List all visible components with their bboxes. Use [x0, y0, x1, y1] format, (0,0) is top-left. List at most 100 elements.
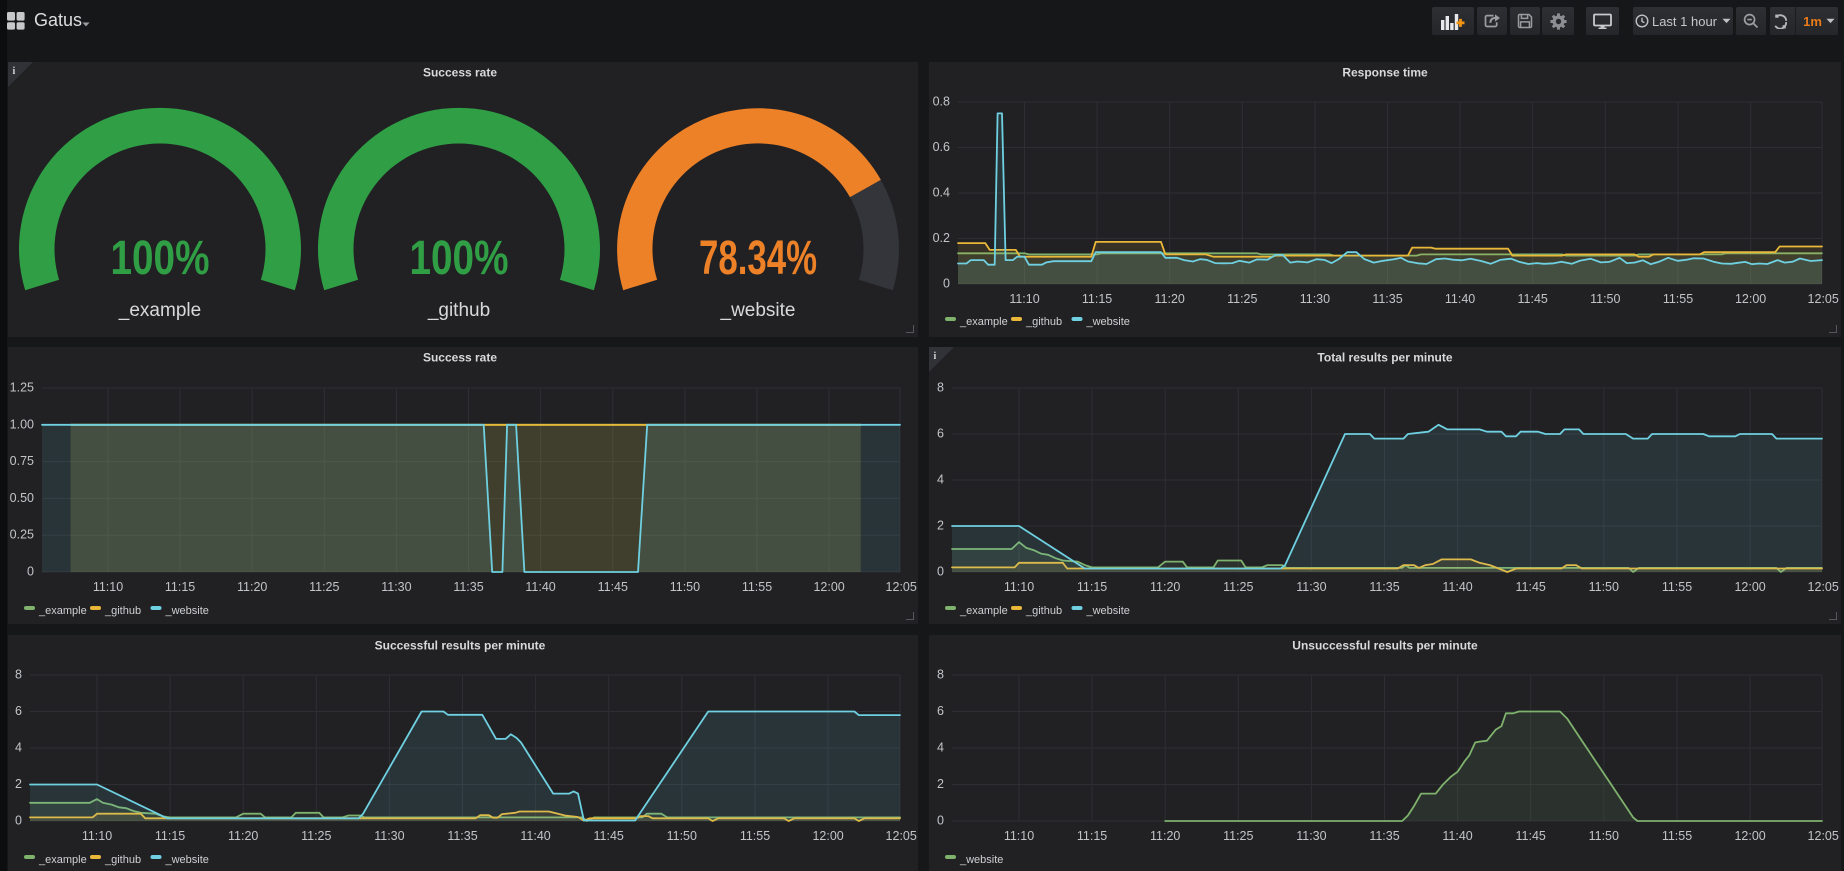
svg-text:12:00: 12:00: [1735, 292, 1766, 306]
svg-text:1.00: 1.00: [10, 417, 34, 431]
svg-text:6: 6: [937, 704, 944, 718]
svg-text:11:30: 11:30: [1300, 292, 1330, 306]
svg-text:12:05: 12:05: [886, 580, 917, 594]
svg-text:1.25: 1.25: [10, 381, 34, 395]
svg-text:11:45: 11:45: [1518, 292, 1548, 306]
svg-text:Success rate: Success rate: [423, 66, 497, 80]
svg-text:11:20: 11:20: [1150, 580, 1180, 594]
svg-text:_example: _example: [959, 605, 1008, 617]
svg-text:78.34%: 78.34%: [699, 232, 817, 285]
svg-text:11:25: 11:25: [309, 580, 339, 594]
svg-text:Unsuccessful results per minut: Unsuccessful results per minute: [1292, 639, 1478, 653]
svg-text:11:15: 11:15: [165, 580, 195, 594]
svg-text:11:25: 11:25: [301, 829, 331, 843]
svg-text:100%: 100%: [410, 232, 509, 285]
svg-text:0.75: 0.75: [10, 454, 34, 468]
svg-text:11:50: 11:50: [1590, 292, 1620, 306]
svg-text:12:05: 12:05: [886, 829, 917, 843]
svg-text:11:10: 11:10: [1009, 292, 1039, 306]
svg-text:11:35: 11:35: [1372, 292, 1402, 306]
svg-text:11:50: 11:50: [667, 829, 697, 843]
svg-text:8: 8: [937, 381, 944, 395]
svg-text:0: 0: [937, 814, 944, 828]
svg-text:12:00: 12:00: [1734, 829, 1765, 843]
svg-text:11:40: 11:40: [1442, 829, 1472, 843]
svg-text:12:00: 12:00: [812, 829, 843, 843]
svg-text:0: 0: [27, 565, 34, 579]
svg-text:11:35: 11:35: [1369, 829, 1399, 843]
svg-text:11:20: 11:20: [1150, 829, 1180, 843]
svg-text:8: 8: [15, 668, 22, 682]
svg-text:12:00: 12:00: [813, 580, 844, 594]
svg-text:_website: _website: [1086, 605, 1130, 617]
svg-text:11:15: 11:15: [155, 829, 185, 843]
svg-text:11:25: 11:25: [1223, 829, 1253, 843]
svg-text:_example: _example: [38, 605, 87, 617]
svg-text:Response time: Response time: [1342, 66, 1428, 80]
svg-text:Total results per minute: Total results per minute: [1317, 351, 1452, 365]
svg-text:Success rate: Success rate: [423, 351, 497, 365]
svg-text:11:50: 11:50: [1589, 829, 1619, 843]
svg-text:11:10: 11:10: [93, 580, 123, 594]
svg-text:0.6: 0.6: [933, 140, 950, 154]
svg-text:11:10: 11:10: [1004, 580, 1034, 594]
svg-text:_github: _github: [427, 300, 490, 321]
svg-text:11:45: 11:45: [594, 829, 624, 843]
svg-text:2: 2: [937, 777, 944, 791]
svg-text:_example: _example: [959, 316, 1008, 328]
svg-text:4: 4: [937, 741, 944, 755]
svg-text:i: i: [934, 351, 937, 362]
svg-text:11:55: 11:55: [1662, 829, 1692, 843]
svg-text:_example: _example: [38, 854, 87, 866]
svg-text:i: i: [13, 66, 16, 77]
svg-text:11:15: 11:15: [1077, 829, 1107, 843]
svg-text:_website: _website: [1086, 316, 1130, 328]
svg-text:12:05: 12:05: [1808, 292, 1839, 306]
svg-text:11:55: 11:55: [742, 580, 772, 594]
svg-text:11:45: 11:45: [1516, 580, 1546, 594]
svg-text:11:10: 11:10: [82, 829, 112, 843]
svg-text:11:45: 11:45: [1516, 829, 1546, 843]
svg-text:11:40: 11:40: [525, 580, 555, 594]
svg-text:11:20: 11:20: [228, 829, 258, 843]
svg-text:0.8: 0.8: [933, 95, 950, 109]
svg-text:11:55: 11:55: [740, 829, 770, 843]
svg-text:4: 4: [937, 473, 944, 487]
svg-text:_github: _github: [1025, 605, 1062, 617]
svg-text:11:20: 11:20: [1155, 292, 1185, 306]
svg-text:11:10: 11:10: [1004, 829, 1034, 843]
svg-text:11:30: 11:30: [381, 580, 411, 594]
svg-text:0.2: 0.2: [933, 231, 950, 245]
svg-text:11:35: 11:35: [453, 580, 483, 594]
svg-text:0.50: 0.50: [10, 491, 34, 505]
svg-text:11:40: 11:40: [520, 829, 550, 843]
svg-text:_website: _website: [165, 605, 209, 617]
svg-text:11:20: 11:20: [237, 580, 267, 594]
svg-text:11:40: 11:40: [1442, 580, 1472, 594]
svg-text:4: 4: [15, 741, 22, 755]
svg-text:11:35: 11:35: [1369, 580, 1399, 594]
svg-text:11:25: 11:25: [1223, 580, 1253, 594]
svg-text:2: 2: [937, 519, 944, 533]
svg-text:0: 0: [943, 277, 950, 291]
svg-text:0.4: 0.4: [933, 186, 950, 200]
svg-text:_website: _website: [959, 854, 1003, 866]
svg-text:11:15: 11:15: [1082, 292, 1112, 306]
svg-text:11:30: 11:30: [1296, 829, 1326, 843]
svg-text:6: 6: [937, 427, 944, 441]
svg-text:11:40: 11:40: [1445, 292, 1475, 306]
svg-text:12:00: 12:00: [1734, 580, 1765, 594]
svg-text:2: 2: [15, 777, 22, 791]
svg-text:_github: _github: [1025, 316, 1062, 328]
svg-text:11:25: 11:25: [1227, 292, 1257, 306]
svg-text:6: 6: [15, 704, 22, 718]
svg-text:0.25: 0.25: [10, 528, 34, 542]
svg-text:11:45: 11:45: [598, 580, 628, 594]
svg-text:_website: _website: [165, 854, 209, 866]
svg-text:100%: 100%: [111, 232, 210, 285]
svg-text:12:05: 12:05: [1808, 580, 1839, 594]
svg-text:Successful results per minute: Successful results per minute: [375, 639, 546, 653]
svg-text:11:30: 11:30: [374, 829, 404, 843]
svg-text:0: 0: [15, 814, 22, 828]
svg-text:0: 0: [937, 565, 944, 579]
